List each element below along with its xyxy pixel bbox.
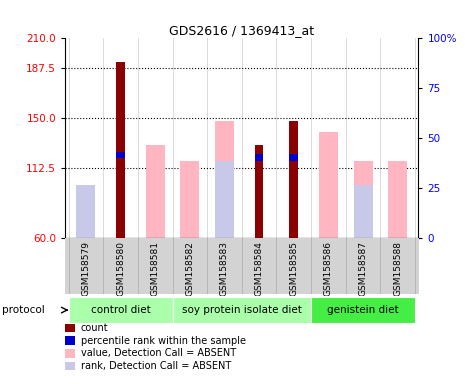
Bar — [215, 121, 234, 238]
Bar — [319, 132, 338, 238]
Text: GSM158585: GSM158585 — [289, 241, 298, 296]
Text: genistein diet: genistein diet — [327, 305, 399, 315]
Bar — [180, 161, 199, 238]
Text: control diet: control diet — [91, 305, 150, 315]
Text: value, Detection Call = ABSENT: value, Detection Call = ABSENT — [81, 348, 236, 358]
Bar — [388, 161, 407, 238]
Text: protocol: protocol — [2, 305, 45, 315]
Text: count: count — [81, 323, 108, 333]
Text: GSM158583: GSM158583 — [220, 241, 229, 296]
Text: GSM158584: GSM158584 — [255, 241, 264, 296]
Bar — [76, 185, 95, 238]
Bar — [255, 154, 264, 161]
Text: rank, Detection Call = ABSENT: rank, Detection Call = ABSENT — [81, 361, 231, 371]
Text: GSM158581: GSM158581 — [151, 241, 159, 296]
Bar — [311, 297, 415, 323]
Text: GSM158579: GSM158579 — [81, 241, 90, 296]
Bar — [289, 154, 298, 161]
Bar — [116, 152, 125, 158]
Title: GDS2616 / 1369413_at: GDS2616 / 1369413_at — [169, 24, 314, 37]
Text: soy protein isolate diet: soy protein isolate diet — [182, 305, 302, 315]
Text: percentile rank within the sample: percentile rank within the sample — [81, 336, 246, 346]
Bar — [353, 161, 372, 238]
Text: GSM158586: GSM158586 — [324, 241, 333, 296]
Text: GSM158587: GSM158587 — [359, 241, 367, 296]
Bar — [173, 297, 311, 323]
Bar — [146, 145, 165, 238]
Bar — [289, 121, 298, 238]
Text: GSM158582: GSM158582 — [186, 241, 194, 296]
Bar — [215, 161, 234, 238]
Text: GSM158588: GSM158588 — [393, 241, 402, 296]
Bar — [76, 209, 95, 238]
Bar — [116, 62, 125, 238]
Bar — [255, 145, 264, 238]
Bar — [353, 185, 372, 238]
Text: GSM158580: GSM158580 — [116, 241, 125, 296]
Bar — [68, 297, 173, 323]
